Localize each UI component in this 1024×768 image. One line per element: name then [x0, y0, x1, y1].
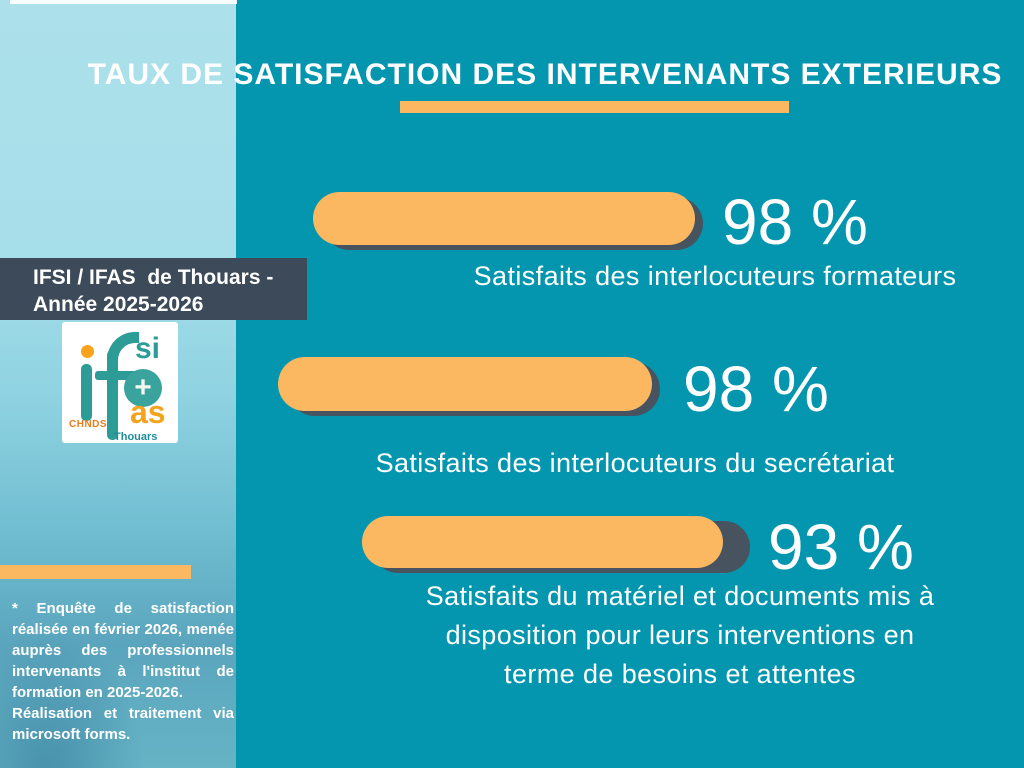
logo-plus-icon: +	[124, 369, 162, 407]
footnote-line-1: * Enquête de satisfaction réalisée en fé…	[12, 600, 234, 701]
logo-f-stem	[107, 350, 118, 440]
category-label-formateurs: Satisfaits des interlocuteurs formateurs	[473, 261, 957, 291]
bar-fill	[313, 192, 696, 245]
logo-i-dot	[81, 345, 94, 358]
logo-thouars-text: Thouars (79)	[114, 431, 158, 444]
progress-bar-materiel	[362, 516, 750, 573]
title-underline-bar	[400, 101, 789, 113]
logo-si-text: si	[135, 332, 161, 365]
bar-fill	[362, 516, 723, 568]
value-label-secretariat: 98 %	[683, 353, 829, 425]
footnote-accent-bar	[0, 565, 191, 579]
footnote-line-2: Réalisation et traitement via microsoft …	[12, 705, 234, 743]
footnote: * Enquête de satisfaction réalisée en fé…	[12, 598, 234, 745]
category-label-secretariat: Satisfaits des interlocuteurs du secréta…	[375, 448, 895, 478]
top-edge-sliver	[10, 0, 237, 4]
org-name-box: IFSI / IFAS de Thouars - Année 2025-2026	[0, 258, 307, 320]
logo-f-hook	[107, 332, 139, 360]
category-label-materiel: Satisfaits du matériel et documents mis …	[425, 581, 935, 689]
page-title: TAUX DE SATISFACTION DES INTERVENANTS EX…	[87, 58, 1003, 92]
logo-chnds-text: CHNDS	[69, 419, 108, 430]
value-label-materiel: 93 %	[768, 511, 914, 583]
logo-f-crossbar	[95, 371, 140, 380]
logo-i-stem	[81, 364, 92, 421]
logo-as-text: as	[130, 394, 166, 430]
progress-bar-formateurs	[313, 192, 703, 250]
value-label-formateurs: 98 %	[722, 186, 868, 258]
bar-fill	[278, 357, 653, 411]
ifsi-ifas-logo: si + as CHNDS Thouars (79)	[62, 322, 178, 443]
progress-bar-secretariat	[278, 357, 660, 416]
